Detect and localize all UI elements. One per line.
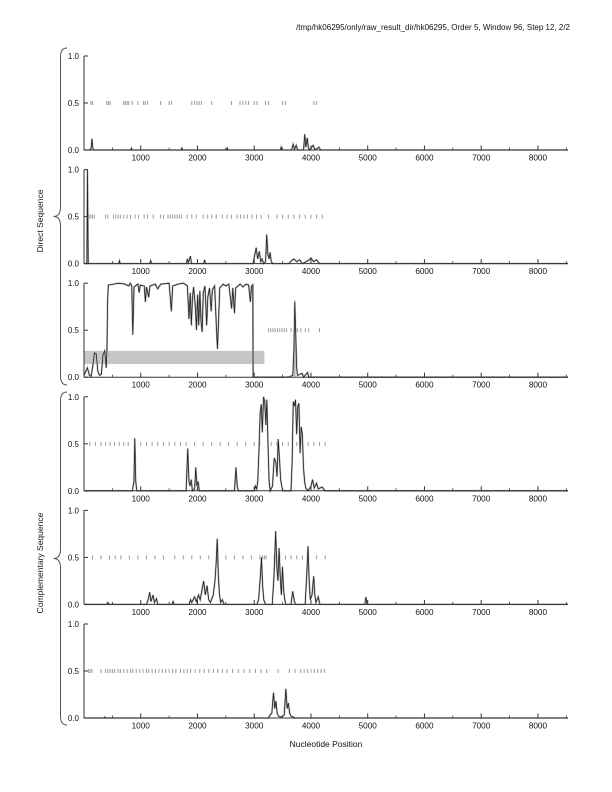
curve [83, 282, 568, 378]
coding-region-band [84, 350, 265, 365]
x-tick-label: 6000 [415, 267, 434, 276]
rug-ticks [86, 214, 323, 219]
curve-underlay [84, 531, 568, 606]
x-tick-label: 5000 [359, 154, 378, 163]
x-tick-label: 4000 [302, 381, 321, 390]
x-tick-label: 1000 [132, 154, 151, 163]
y-tick-label: 0.0 [68, 600, 80, 609]
curve [84, 169, 568, 265]
x-tick-label: 8000 [529, 608, 548, 617]
x-tick-label: 1000 [132, 494, 151, 503]
x-tick-label: 8000 [529, 154, 548, 163]
curve [84, 688, 568, 719]
x-tick-label: 2000 [188, 381, 207, 390]
curve [84, 133, 568, 151]
curve [84, 396, 568, 493]
y-tick-label: 0.5 [68, 440, 80, 449]
complementary-group-brace [53, 391, 68, 726]
x-tick-label: 5000 [359, 722, 378, 731]
direct-group-brace [53, 47, 68, 386]
x-tick-label: 6000 [415, 381, 434, 390]
x-tick-label: 7000 [472, 494, 491, 503]
rug-ticks [90, 101, 318, 105]
x-tick-label: 4000 [302, 608, 321, 617]
curve-underlay [84, 133, 568, 152]
y-tick-label: 0.5 [68, 326, 80, 335]
curve-underlay [84, 688, 568, 719]
x-tick-label: 1000 [132, 722, 151, 731]
x-tick-label: 6000 [415, 494, 434, 503]
x-tick-label: 1000 [132, 381, 151, 390]
x-tick-label: 7000 [472, 267, 491, 276]
curve [84, 531, 568, 605]
curve-underlay [84, 169, 568, 266]
x-tick-label: 6000 [415, 154, 434, 163]
y-tick-label: 1.0 [68, 506, 80, 515]
x-tick-label: 4000 [302, 267, 321, 276]
subplot-6: 1.0 0.5 0.0 1000 2000 3000 4000 5000 6000 7000 800… [68, 620, 568, 731]
x-tick-label: 1000 [132, 608, 151, 617]
rug-ticks [89, 441, 326, 446]
y-tick-label: 0.5 [68, 99, 80, 108]
x-tick-label: 2000 [188, 722, 207, 731]
y-tick-label: 0.0 [68, 146, 80, 155]
y-tick-label: 0.0 [68, 487, 80, 496]
x-tick-label: 3000 [245, 494, 264, 503]
x-tick-label: 2000 [188, 494, 207, 503]
y-tick-label: 0.0 [68, 373, 80, 382]
curve-underlay [84, 396, 568, 494]
subplot-1: 1.0 0.5 0.0 1000 2000 3000 4000 5000 6000 7000 800… [68, 52, 568, 163]
y-tick-label: 0.5 [68, 667, 80, 676]
x-tick-label: 3000 [245, 381, 264, 390]
y-tick-label: 1.0 [68, 393, 80, 402]
x-tick-label: 7000 [472, 722, 491, 731]
y-tick-label: 1.0 [68, 620, 80, 629]
x-tick-label: 8000 [529, 494, 548, 503]
y-tick-label: 0.5 [68, 213, 80, 222]
y-tick-label: 1.0 [68, 279, 80, 288]
x-tick-label: 4000 [302, 154, 321, 163]
subplot-5: 1.0 0.5 0.0 1000 2000 3000 4000 5000 6000 7000 800… [68, 506, 568, 617]
x-tick-label: 8000 [529, 381, 548, 390]
x-tick-label: 2000 [188, 267, 207, 276]
x-tick-label: 6000 [415, 722, 434, 731]
x-tick-label: 3000 [245, 608, 264, 617]
subplot-2: 1.0 0.5 0.0 1000 2000 3000 4000 5000 6000 7000 800… [68, 166, 568, 276]
x-tick-label: 5000 [359, 494, 378, 503]
x-tick-label: 6000 [415, 608, 434, 617]
rug-ticks [92, 555, 326, 560]
x-tick-label: 4000 [302, 722, 321, 731]
x-tick-label: 5000 [359, 608, 378, 617]
rug-ticks [88, 669, 326, 673]
y-tick-label: 0.5 [68, 553, 80, 562]
x-tick-label: 2000 [188, 154, 207, 163]
x-tick-label: 4000 [302, 494, 321, 503]
y-tick-label: 1.0 [68, 52, 80, 61]
subplot-3: 1.0 0.5 0.0 1000 2000 3000 4000 5000 6000 7000 800… [68, 279, 568, 390]
x-tick-label: 7000 [472, 154, 491, 163]
rug-ticks [267, 328, 320, 333]
subplot-4: 1.0 0.5 0.0 1000 2000 3000 4000 5000 6000 7000 800… [68, 393, 568, 503]
x-tick-label: 7000 [472, 608, 491, 617]
plot-title: /tmp/hk06295/only/raw_result_dir/hk06295… [296, 23, 570, 32]
y-tick-label: 0.0 [68, 714, 80, 723]
x-tick-label: 5000 [359, 267, 378, 276]
y-tick-label: 1.0 [68, 166, 80, 175]
x-axis-title: Nucleotide Position [289, 739, 363, 749]
x-tick-label: 7000 [472, 381, 491, 390]
x-tick-label: 1000 [132, 267, 151, 276]
x-tick-label: 8000 [529, 267, 548, 276]
x-tick-label: 8000 [529, 722, 548, 731]
y-tick-label: 0.0 [68, 260, 80, 269]
x-tick-label: 2000 [188, 608, 207, 617]
x-tick-label: 3000 [245, 154, 264, 163]
x-tick-label: 5000 [359, 381, 378, 390]
x-tick-label: 3000 [245, 722, 264, 731]
x-tick-label: 3000 [245, 267, 264, 276]
